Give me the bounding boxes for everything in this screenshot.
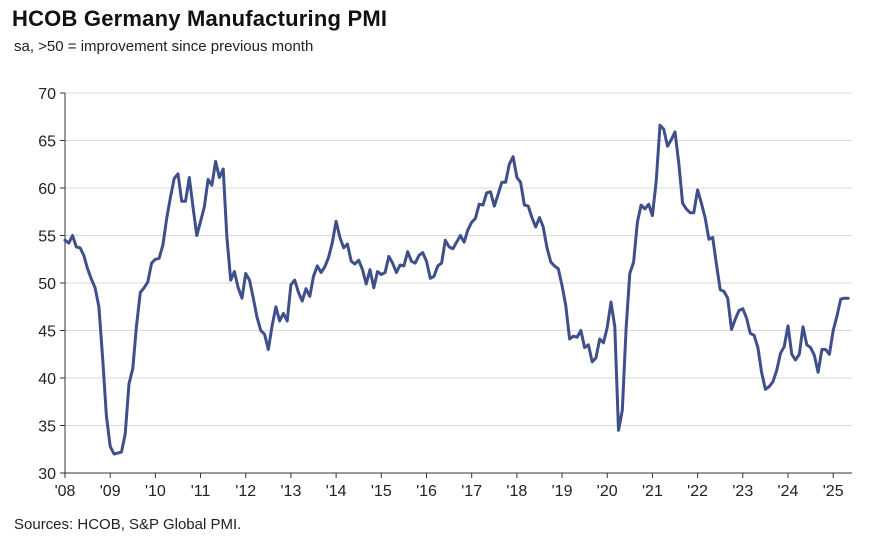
y-tick-label: 30 <box>38 466 56 483</box>
y-axis-ticks: 30 35 40 45 50 55 60 65 70 <box>38 86 65 483</box>
x-tick-label: '22 <box>687 483 708 500</box>
x-tick-label: '19 <box>552 483 573 500</box>
x-tick-label: '23 <box>732 483 753 500</box>
x-tick-label: '25 <box>823 483 844 500</box>
x-tick-label: '20 <box>597 483 618 500</box>
y-tick-label: 45 <box>38 324 56 341</box>
source-note: Sources: HCOB, S&P Global PMI. <box>14 516 242 533</box>
y-tick-label: 55 <box>38 229 56 246</box>
x-tick-label: '18 <box>506 483 527 500</box>
x-tick-label: '08 <box>55 483 76 500</box>
y-tick-label: 60 <box>38 181 56 198</box>
chart-subtitle: sa, >50 = improvement since previous mon… <box>14 38 314 55</box>
chart-title: HCOB Germany Manufacturing PMI <box>12 6 388 31</box>
gridlines <box>65 92 852 426</box>
x-tick-label: '09 <box>100 483 121 500</box>
series-line-0 <box>63 123 850 456</box>
x-tick-label: '15 <box>371 483 392 500</box>
x-tick-label: '12 <box>235 483 256 500</box>
x-tick-label: '24 <box>778 483 799 500</box>
x-tick-label: '13 <box>281 483 302 500</box>
y-tick-label: 35 <box>38 419 56 436</box>
y-tick-label: 50 <box>38 276 56 293</box>
x-tick-label: '14 <box>326 483 347 500</box>
x-tick-label: '21 <box>642 483 663 500</box>
y-tick-label: 40 <box>38 371 56 388</box>
y-tick-label: 65 <box>38 134 56 151</box>
x-tick-label: '10 <box>145 483 166 500</box>
x-tick-label: '11 <box>191 483 211 500</box>
x-tick-label: '17 <box>461 483 482 500</box>
x-tick-label: '16 <box>416 483 437 500</box>
series-layer <box>63 123 850 456</box>
y-tick-label: 70 <box>38 86 56 103</box>
x-axis-ticks: '08 '09 '10 '11 '12 '13 '14 '15 '16 '17 '18 '19 '20 '… <box>55 473 844 500</box>
